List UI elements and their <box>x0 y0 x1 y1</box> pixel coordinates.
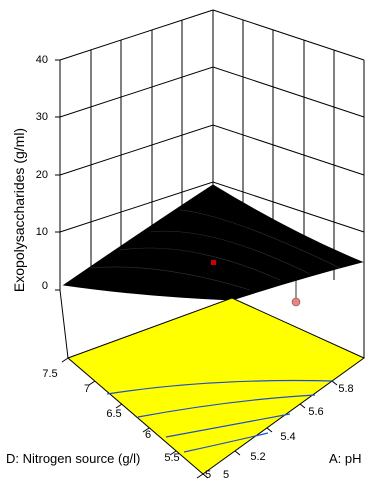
z-tick-label-0: 0 <box>42 280 48 292</box>
z-tick-label-40: 40 <box>36 54 48 66</box>
x-tick-label-5.6: 5.6 <box>308 406 323 418</box>
back-wall-grid <box>59 9 365 290</box>
x-tick-label-5.4: 5.4 <box>280 431 295 443</box>
y-axis-label: D: Nitrogen source (g/l) <box>6 451 140 466</box>
y-tick-label-6.5: 6.5 <box>106 408 121 420</box>
y-tick-label-5: 5 <box>205 469 211 480</box>
surface-mesh-lines <box>89 209 341 291</box>
z-tick-label-30: 30 <box>36 111 48 123</box>
contour-lines <box>106 379 334 453</box>
back-wall-horizontal-gridlines <box>59 66 365 233</box>
x-tick-label-5: 5 <box>223 469 229 480</box>
response-surface <box>62 184 364 301</box>
z-tick-label-10: 10 <box>36 226 48 238</box>
z-axis-label: Exopolysaccharides (g/ml) <box>11 128 27 292</box>
z-tick-label-20: 20 <box>36 169 48 181</box>
front-box-edges <box>59 289 365 359</box>
x-tick-label-5.2: 5.2 <box>250 451 265 463</box>
y-tick-label-7.5: 7.5 <box>42 368 57 380</box>
back-top-left-edge <box>59 9 214 61</box>
x-axis-ticks <box>202 380 338 479</box>
design-point-above-surface <box>211 260 216 265</box>
back-top-right-edge <box>212 9 365 61</box>
y-axis-ticks <box>61 357 204 479</box>
x-tick-label-5.8: 5.8 <box>338 383 353 395</box>
x-axis-label: A: pH <box>329 451 362 466</box>
design-point-below-surface <box>291 297 301 307</box>
y-tick-label-7: 7 <box>84 383 90 395</box>
z-axis <box>55 59 60 291</box>
contour-line-2 <box>137 394 316 418</box>
contour-line-3 <box>165 413 291 438</box>
contour-line-1 <box>106 379 334 395</box>
y-tick-label-5.5: 5.5 <box>164 452 179 464</box>
base-contour-plane <box>67 297 365 475</box>
y-tick-label-6: 6 <box>145 429 151 441</box>
contour-line-4 <box>183 432 269 453</box>
